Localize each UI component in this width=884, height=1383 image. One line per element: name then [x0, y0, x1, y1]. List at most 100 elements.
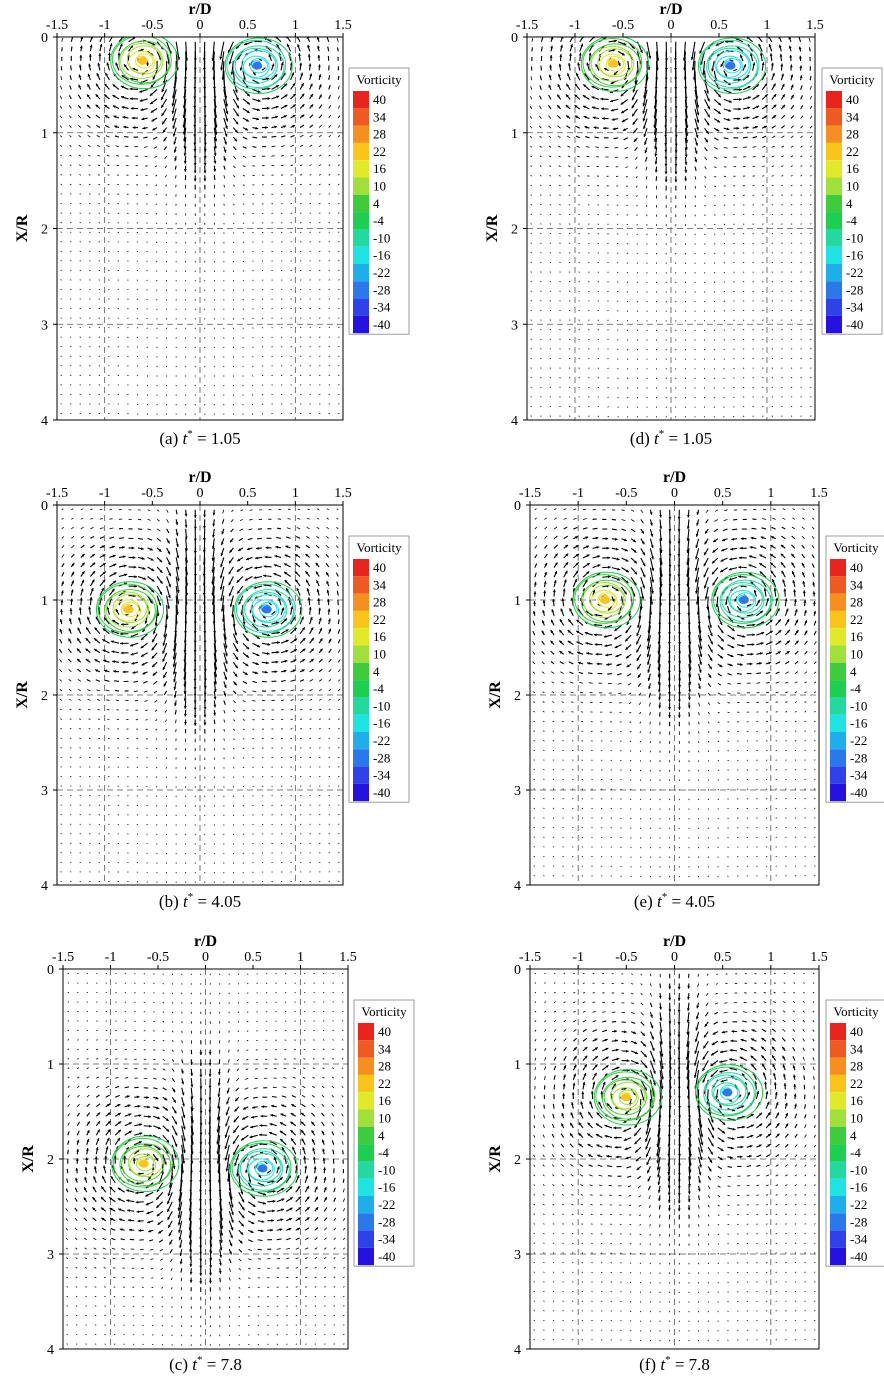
- velocity-vector: [175, 175, 177, 179]
- velocity-vector: [335, 563, 339, 568]
- vector-head: [245, 127, 249, 131]
- velocity-vector: [165, 194, 167, 197]
- velocity-vector: [337, 85, 340, 90]
- velocity-vector: [552, 730, 555, 732]
- velocity-vector: [233, 738, 235, 741]
- velocity-vector: [165, 213, 167, 215]
- vector-head: [247, 101, 250, 105]
- vortex-contour: [244, 591, 288, 628]
- vector-head: [274, 125, 278, 129]
- vector-head: [739, 97, 742, 101]
- velocity-vector: [607, 406, 609, 408]
- vector-head: [717, 111, 721, 114]
- vector-head: [130, 652, 134, 656]
- vector-head: [224, 676, 228, 680]
- velocity-vector: [163, 146, 168, 151]
- velocity-vector: [548, 155, 552, 158]
- x-tick-label: 1.5: [806, 18, 824, 33]
- vector-head: [173, 149, 177, 153]
- vortex-contour: [234, 581, 303, 638]
- velocity-vector: [553, 517, 557, 520]
- vorticity-contours: [580, 37, 767, 94]
- velocity-vector: [548, 145, 552, 148]
- vector-head: [610, 99, 614, 103]
- vector-head: [77, 658, 81, 662]
- velocity-vector: [242, 184, 245, 186]
- vector-head: [172, 671, 176, 675]
- velocity-vector: [534, 572, 537, 578]
- velocity-vector: [223, 165, 226, 170]
- legend-level-label: 40: [373, 92, 386, 107]
- vortex-contour: [722, 58, 742, 74]
- velocity-vector: [544, 535, 548, 540]
- vector-head: [245, 654, 249, 658]
- velocity-vector: [338, 708, 340, 711]
- vector-head: [219, 56, 223, 60]
- velocity-vector: [60, 193, 62, 195]
- vector-head: [121, 95, 124, 99]
- vector-head: [132, 37, 136, 40]
- vector-head: [176, 578, 180, 582]
- vector-head: [244, 672, 248, 675]
- velocity-vector: [318, 144, 322, 147]
- x-tick-label: 0: [197, 18, 204, 33]
- velocity-vector: [548, 115, 552, 119]
- velocity-vector: [553, 544, 558, 549]
- velocity-vector: [328, 154, 331, 157]
- vector-head: [242, 621, 246, 625]
- velocity-vector: [153, 690, 158, 694]
- vector-head: [317, 598, 321, 601]
- vector-head: [728, 109, 732, 112]
- velocity-vector: [233, 213, 235, 215]
- vector-head: [152, 127, 156, 131]
- velocity-vector: [534, 545, 538, 549]
- velocity-vector: [337, 164, 340, 167]
- velocity-vector: [90, 517, 94, 520]
- legend-level-label: 34: [373, 577, 387, 592]
- velocity-vector: [790, 184, 793, 187]
- vector-head: [631, 105, 635, 109]
- vector-head: [236, 113, 239, 117]
- velocity-vector: [617, 339, 619, 341]
- velocity-vector: [69, 135, 72, 138]
- vector-head: [764, 105, 768, 108]
- legend-swatch: [353, 194, 369, 213]
- velocity-vector: [242, 203, 245, 205]
- vector-head: [763, 125, 767, 129]
- velocity-vector: [70, 65, 72, 71]
- vector-head: [632, 89, 636, 93]
- vector-head: [627, 67, 631, 71]
- velocity-vector: [338, 756, 340, 758]
- velocity-vector: [261, 67, 266, 71]
- velocity-vector: [59, 708, 62, 711]
- velocity-vector: [338, 231, 340, 233]
- velocity-vector: [69, 708, 72, 711]
- vortex-core: [137, 56, 148, 65]
- velocity-vector: [296, 37, 301, 43]
- velocity-vector: [704, 233, 706, 236]
- velocity-vector: [723, 368, 725, 370]
- velocity-vector: [247, 537, 253, 541]
- vector-head: [267, 97, 271, 101]
- velocity-vector: [714, 185, 717, 188]
- vector-head: [236, 97, 239, 101]
- velocity-vector: [280, 689, 285, 692]
- vector-head: [71, 571, 75, 575]
- velocity-vector: [71, 526, 74, 530]
- velocity-vector: [645, 176, 648, 180]
- velocity-vector: [532, 681, 536, 684]
- velocity-vector: [233, 776, 235, 779]
- vortex-contour: [112, 593, 148, 624]
- legend-level-label: -28: [373, 750, 390, 765]
- velocity-vector: [238, 537, 244, 542]
- velocity-vector: [309, 718, 312, 720]
- vector-head: [284, 580, 288, 583]
- velocity-vector: [290, 164, 294, 167]
- velocity-vector: [173, 633, 177, 652]
- velocity-vector: [88, 174, 91, 176]
- vector-head: [225, 653, 228, 657]
- velocity-vector: [684, 108, 688, 129]
- velocity-vector: [532, 651, 536, 655]
- vector-head: [220, 608, 224, 612]
- velocity-vector: [338, 241, 340, 243]
